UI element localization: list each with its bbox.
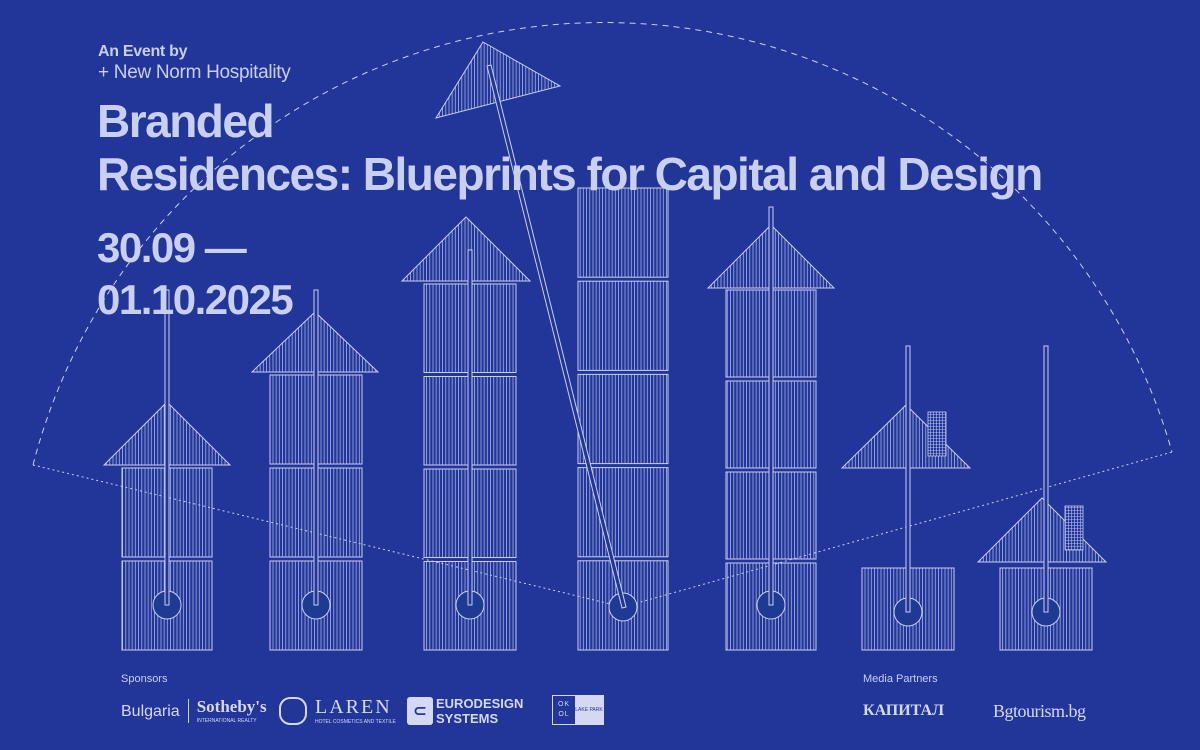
organizer-name: + New Norm Hospitality (98, 62, 291, 83)
sponsors-label: Sponsors (121, 673, 168, 685)
media-bgtourism-logo: Bgtourism.bg (993, 700, 1086, 721)
sponsor-laren-name: LAREN (315, 696, 392, 718)
pole (164, 289, 170, 606)
chimney-grid (1065, 506, 1083, 550)
sponsor-laren-sub: HOTEL COSMETICS AND TEXTILE (315, 719, 396, 725)
pole (313, 289, 319, 606)
buildings (102, 41, 1108, 651)
pole (905, 345, 911, 613)
pole (467, 249, 473, 606)
sponsor-eurodesign-sub: SYSTEMS (436, 711, 499, 726)
roof (400, 216, 532, 282)
media-kapital-logo: КАПИТАЛ (863, 702, 944, 719)
building-block (577, 280, 669, 371)
media-partners-label: Media Partners (863, 673, 938, 685)
date-end: 01.10.2025 (97, 276, 294, 323)
page-title-line2: Residences: Blueprints for Capital and D… (97, 148, 1043, 200)
chimney-grid (928, 412, 946, 456)
laren-emblem-icon (279, 697, 307, 725)
sponsor-okol-name: OK OL (557, 701, 571, 718)
sponsor-laren-logo: LAREN HOTEL COSMETICS AND TEXTILE (279, 695, 396, 727)
building-block (577, 187, 669, 278)
sponsor-sothebys-brand: Sotheby's (196, 697, 267, 716)
sponsor-sothebys-region: Bulgaria (121, 702, 180, 720)
date-start: 30.09 — (97, 224, 247, 271)
event-by-label: An Event by (98, 43, 188, 60)
sponsor-okol-sub: LAKE PARK (575, 696, 603, 724)
sponsor-okol-logo: OK OL LAKE PARK (552, 695, 604, 725)
pole (768, 206, 774, 606)
kite-string (486, 64, 627, 609)
eurodesign-emblem-icon: ⊂ (407, 697, 433, 725)
sponsor-eurodesign-logo: ⊂ EURODESIGN SYSTEMS (407, 695, 523, 727)
sponsor-eurodesign-name: EURODESIGN (436, 696, 524, 711)
pole (1043, 345, 1049, 613)
building-block (577, 373, 669, 465)
divider (187, 699, 189, 723)
sponsor-sothebys-logo: Bulgaria Sotheby's INTERNATIONAL REALTY (121, 695, 267, 727)
dashed-arc (32, 22, 1173, 466)
roof (976, 497, 1108, 563)
sponsor-sothebys-sub: INTERNATIONAL REALTY (196, 718, 257, 724)
page-title-line1: Branded (97, 95, 275, 147)
